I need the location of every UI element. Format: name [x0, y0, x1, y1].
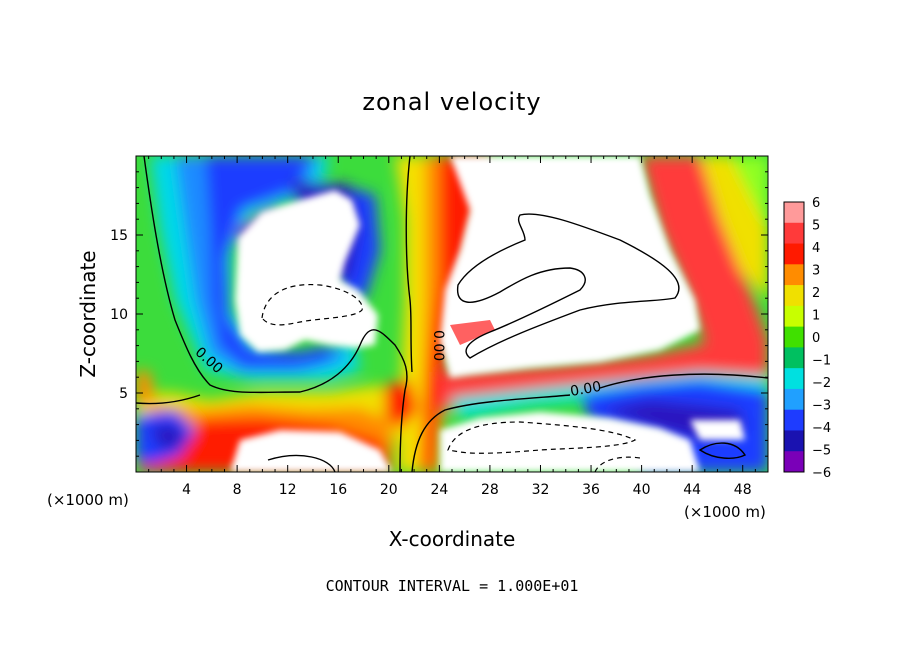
x-tick-label: 32: [532, 482, 550, 498]
colorbar-tick-label: −5: [812, 444, 831, 459]
chart-title: zonal velocity: [362, 88, 542, 116]
colorbar-swatch: [784, 451, 804, 473]
x-tick-label: 8: [233, 482, 242, 498]
colorbar: 6 5 4 3 2 1 0 −1 −2 −3 −4 −5 −6: [783, 196, 831, 481]
colorbar-tick-label: −3: [812, 399, 831, 414]
contour-label-3: 0.00: [569, 379, 602, 400]
heatmap-field: 0.00 0.00 0.00: [136, 156, 768, 472]
x-tick-label: 20: [380, 482, 398, 498]
y-tick-label: 15: [110, 228, 128, 244]
contour-interval-note: CONTOUR INTERVAL = 1.000E+01: [325, 577, 579, 595]
y-tick-label: 5: [119, 386, 128, 402]
y-axis-label: Z-coordinate: [76, 250, 100, 378]
colorbar-swatch: [784, 430, 804, 452]
x-tick-label: 24: [430, 482, 448, 498]
colorbar-frame: [783, 201, 805, 473]
x-tick-label: 44: [683, 482, 701, 498]
colorbar-swatch: [784, 305, 804, 328]
x-tick-label: 12: [279, 482, 297, 498]
colorbar-swatch: [784, 409, 804, 431]
colorbar-swatch: [784, 347, 804, 369]
colorbar-tick-label: −1: [812, 354, 831, 369]
x-tick-label: 40: [633, 482, 651, 498]
colorbar-tick-label: −2: [812, 376, 831, 391]
colorbar-swatch: [784, 285, 804, 307]
x-tick-label: 28: [481, 482, 499, 498]
colorbar-tick-label: −4: [812, 421, 831, 436]
contour-label-2: 0.00: [430, 330, 446, 361]
x-tick-label: 36: [582, 482, 600, 498]
x-tick-label: 16: [329, 482, 347, 498]
colorbar-tick-label: 3: [812, 264, 820, 279]
colorbar-tick-label: 5: [812, 219, 820, 234]
colorbar-tick-label: 2: [812, 286, 820, 301]
x-unit-left: (×1000 m): [47, 491, 129, 509]
x-axis-label: X-coordinate: [388, 527, 516, 551]
colorbar-swatch: [784, 243, 804, 265]
colorbar-tick-label: 0: [812, 331, 820, 346]
colorbar-tick-label: 4: [812, 241, 820, 256]
colorbar-swatch: [784, 222, 804, 245]
colorbar-swatch: [784, 388, 804, 411]
colorbar-swatch: [784, 202, 804, 224]
colorbar-swatch: [784, 264, 804, 286]
x-tick-label: 48: [734, 482, 752, 498]
x-unit-right: (×1000 m): [684, 503, 766, 521]
colorbar-tick-label: 1: [812, 309, 820, 324]
colorbar-swatch: [784, 326, 804, 348]
x-tick-label: 4: [182, 482, 191, 498]
colorbar-swatch: [784, 368, 804, 390]
colorbar-tick-label: 6: [812, 196, 820, 211]
colorbar-tick-label: −6: [812, 466, 831, 481]
y-tick-label: 10: [110, 307, 128, 323]
